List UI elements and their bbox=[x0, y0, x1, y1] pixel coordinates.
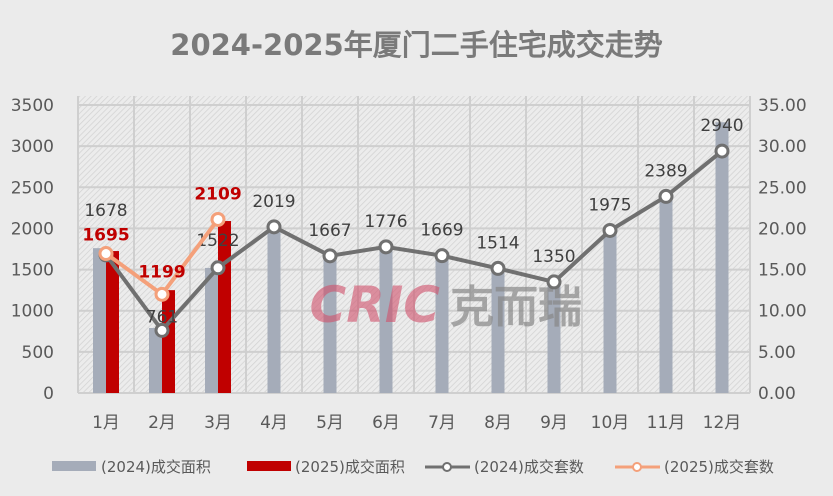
x-tick-label: 9月 bbox=[540, 413, 568, 433]
y-tick-label: 1000 bbox=[11, 302, 54, 322]
bar-2024 bbox=[659, 196, 673, 393]
data-label: 2019 bbox=[252, 192, 295, 212]
data-point bbox=[154, 322, 170, 338]
data-point bbox=[210, 211, 226, 227]
data-label: 2389 bbox=[644, 161, 687, 181]
data-point bbox=[210, 260, 226, 276]
y2-tick-label: 25.00 bbox=[758, 178, 807, 198]
data-label: 1695 bbox=[82, 226, 129, 246]
x-tick-label: 5月 bbox=[316, 413, 344, 433]
y-tick-label: 3000 bbox=[11, 137, 54, 157]
legend-swatch bbox=[632, 462, 642, 472]
y2-tick-label: 30.00 bbox=[758, 137, 807, 157]
x-tick-label: 12月 bbox=[703, 413, 742, 433]
watermark-logo: CRIC bbox=[310, 276, 441, 334]
series-line bbox=[104, 149, 724, 334]
bar-2025 bbox=[106, 251, 119, 393]
data-point bbox=[602, 222, 618, 238]
data-label: 1975 bbox=[588, 195, 631, 215]
y-tick-label: 2500 bbox=[11, 178, 54, 198]
chart-title: 2024-2025年厦门二手住宅成交走势 bbox=[170, 28, 663, 62]
data-point bbox=[434, 248, 450, 264]
x-tick-label: 3月 bbox=[204, 413, 232, 433]
y-tick-label: 2000 bbox=[11, 219, 54, 239]
x-tick-label: 11月 bbox=[647, 413, 686, 433]
x-tick-label: 10月 bbox=[591, 413, 630, 433]
data-label: 2109 bbox=[194, 184, 241, 204]
bar-2024 bbox=[323, 254, 337, 393]
y2-tick-label: 15.00 bbox=[758, 261, 807, 281]
y2-tick-label: 0.00 bbox=[758, 384, 796, 404]
data-label: 2940 bbox=[700, 116, 743, 136]
data-label: 1776 bbox=[364, 212, 407, 232]
data-point bbox=[322, 248, 338, 264]
x-tick-label: 2月 bbox=[148, 413, 176, 433]
data-point bbox=[490, 260, 506, 276]
y-tick-label: 1500 bbox=[11, 261, 54, 281]
data-label: 1669 bbox=[420, 221, 463, 241]
bar-2024 bbox=[435, 254, 449, 393]
data-label: 1678 bbox=[84, 201, 127, 221]
x-tick-label: 1月 bbox=[92, 413, 120, 433]
data-label: 1350 bbox=[532, 247, 575, 267]
x-tick-label: 7月 bbox=[428, 413, 456, 433]
bar-2024 bbox=[205, 267, 218, 393]
data-label: 1667 bbox=[308, 221, 351, 241]
y2-tick-label: 20.00 bbox=[758, 219, 807, 239]
data-point bbox=[714, 143, 730, 159]
bar-2024 bbox=[715, 122, 729, 393]
legend-label: (2024)成交套数 bbox=[474, 458, 584, 476]
y-tick-label: 0 bbox=[43, 384, 54, 404]
legend-swatch bbox=[442, 462, 452, 472]
bar-2024 bbox=[603, 231, 617, 393]
legend-label: (2025)成交面积 bbox=[295, 458, 405, 476]
x-tick-label: 6月 bbox=[372, 413, 400, 433]
bar-2024 bbox=[149, 327, 162, 393]
bar-2024 bbox=[93, 248, 106, 393]
y2-tick-label: 5.00 bbox=[758, 343, 796, 363]
bar-2024 bbox=[491, 267, 505, 393]
data-point bbox=[154, 286, 170, 302]
watermark-logo: 克而瑞 bbox=[450, 282, 582, 333]
y2-tick-label: 10.00 bbox=[758, 302, 807, 322]
bar-2024 bbox=[547, 281, 561, 393]
data-point bbox=[378, 239, 394, 255]
legend-label: (2024)成交面积 bbox=[101, 458, 211, 476]
legend-swatch bbox=[247, 461, 291, 471]
data-point bbox=[658, 188, 674, 204]
bar-2024 bbox=[267, 225, 281, 393]
data-label: 1514 bbox=[476, 233, 519, 253]
x-tick-label: 4月 bbox=[260, 413, 288, 433]
y2-tick-label: 35.00 bbox=[758, 96, 807, 116]
x-tick-label: 8月 bbox=[484, 413, 512, 433]
bar-2025 bbox=[162, 290, 175, 393]
data-point bbox=[98, 246, 114, 262]
legend-swatch bbox=[52, 461, 96, 471]
legend-label: (2025)成交套数 bbox=[664, 458, 774, 476]
y-tick-label: 3500 bbox=[11, 96, 54, 116]
y-tick-label: 500 bbox=[22, 343, 54, 363]
data-point bbox=[546, 274, 562, 290]
data-label: 1199 bbox=[138, 262, 185, 282]
data-point bbox=[266, 219, 282, 235]
data-label: 761 bbox=[146, 307, 178, 327]
bar-2024 bbox=[379, 244, 393, 393]
